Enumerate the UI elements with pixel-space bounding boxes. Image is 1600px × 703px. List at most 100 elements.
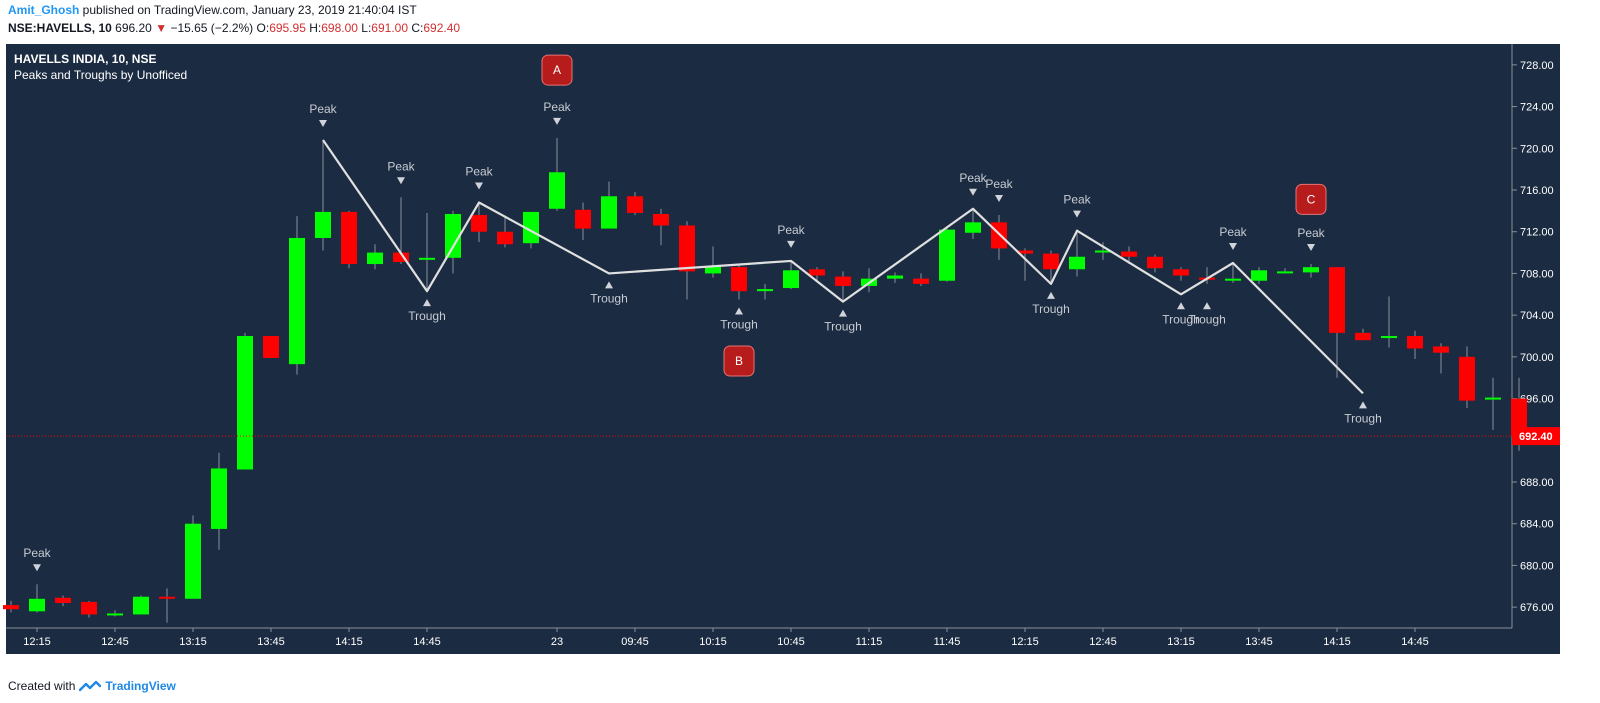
- price-tick-label: 716.00: [1520, 185, 1554, 197]
- candle-down: [159, 596, 175, 599]
- time-axis: 12:15 12:45 13:15 13:45 14:15 14:45 23 09:45 10:…: [23, 628, 1429, 648]
- tradingview-link[interactable]: TradingView: [105, 679, 176, 693]
- footer: Created with TradingView: [8, 679, 176, 693]
- time-tick-label: 14:15: [335, 636, 363, 648]
- price-tick-label: 676.00: [1520, 602, 1554, 614]
- candle-down: [263, 336, 279, 358]
- price-tick-label: 728.00: [1520, 60, 1554, 72]
- candle-down: [1355, 332, 1371, 341]
- time-tick-label: 12:15: [23, 636, 51, 648]
- trough-marker-icon: [1177, 302, 1185, 310]
- time-tick-label: 13:15: [1167, 636, 1195, 648]
- candle-down: [497, 231, 513, 245]
- last-price: 696.20: [115, 21, 152, 35]
- candle-up: [367, 252, 383, 265]
- candle-up: [523, 211, 539, 244]
- peak-label: Peak: [465, 165, 493, 179]
- symbol: NSE:HAVELLS, 10: [8, 21, 112, 35]
- high-value: 698.00: [321, 21, 358, 35]
- trough-label: Trough: [1344, 411, 1382, 425]
- candle-down: [3, 605, 19, 610]
- time-tick-label: 12:15: [1011, 636, 1039, 648]
- candle-up: [783, 270, 799, 289]
- candle-up: [1381, 336, 1397, 339]
- low-value: 691.00: [371, 21, 408, 35]
- time-tick-label: 09:45: [621, 636, 649, 648]
- last-price-line: 692.40: [6, 427, 1560, 446]
- trough-marker-icon: [1047, 291, 1055, 299]
- zigzag-line: [322, 139, 1364, 395]
- change: −15.65 (−2.2%): [170, 21, 254, 35]
- peak-marker-icon: [397, 177, 405, 185]
- chart-title: HAVELLS INDIA, 10, NSE: [14, 52, 156, 66]
- candle-down: [1147, 256, 1163, 269]
- candle-up: [237, 336, 253, 470]
- close-value: 692.40: [423, 21, 461, 35]
- peak-marker-icon: [969, 188, 977, 196]
- trough-label: Trough: [1032, 302, 1070, 316]
- time-tick-label: 12:45: [1089, 636, 1117, 648]
- time-tick-label: 10:15: [699, 636, 727, 648]
- price-tick-label: 688.00: [1520, 477, 1554, 489]
- candle-down: [1511, 398, 1527, 437]
- time-tick-label: 10:45: [777, 636, 805, 648]
- author-link[interactable]: Amit_Ghosh: [8, 3, 80, 17]
- peak-label: Peak: [985, 177, 1013, 191]
- peak-label: Peak: [1219, 225, 1247, 239]
- peak-marker-icon: [1307, 244, 1315, 252]
- badge-label: A: [553, 63, 561, 77]
- plot-background: [6, 44, 1512, 628]
- trough-marker-icon: [735, 307, 743, 315]
- candle-up: [211, 468, 227, 529]
- peak-label: Peak: [23, 546, 51, 560]
- peak-label: Peak: [959, 171, 987, 185]
- candle-down: [341, 211, 357, 265]
- price-tick-label: 700.00: [1520, 352, 1554, 364]
- peak-label: Peak: [387, 159, 415, 173]
- candle-down: [1329, 267, 1345, 333]
- candles: [3, 137, 1527, 623]
- trough-marker-icon: [1359, 401, 1367, 409]
- candle-up: [601, 196, 617, 229]
- peak-marker-icon: [1073, 210, 1081, 218]
- candle-down: [575, 209, 591, 229]
- candle-down: [1043, 253, 1059, 270]
- candle-up: [1225, 278, 1241, 281]
- time-tick-label: 11:45: [934, 636, 961, 648]
- last-price-tag: [1512, 427, 1560, 446]
- candle-down: [653, 213, 669, 226]
- trough-marker-icon: [605, 281, 613, 289]
- down-arrow-icon: ▼: [155, 21, 168, 35]
- candle-up: [757, 289, 773, 292]
- candle-up: [315, 211, 331, 238]
- price-axis-background: [1512, 44, 1560, 628]
- candle-down: [679, 225, 695, 272]
- peak-marker-icon: [995, 195, 1003, 203]
- zigzag-polyline: [322, 139, 1364, 395]
- candle-up: [107, 613, 123, 616]
- time-tick-label: 23: [551, 636, 563, 648]
- candle-up: [1485, 397, 1501, 400]
- candle-down: [1017, 250, 1033, 254]
- badge-a: [541, 54, 573, 86]
- trough-marker-icon: [839, 309, 847, 317]
- candle-down: [627, 196, 643, 213]
- trough-label: Trough: [1188, 312, 1226, 326]
- time-tick-label: 13:45: [1245, 636, 1273, 648]
- peak-label: Peak: [777, 223, 805, 237]
- time-tick-label: 14:45: [1401, 636, 1429, 648]
- peak-label: Peak: [1297, 226, 1325, 240]
- candle-up: [133, 596, 149, 615]
- trough-marker-icon: [1203, 302, 1211, 310]
- time-tick-label: 13:15: [179, 636, 207, 648]
- trough-label: Trough: [590, 291, 628, 305]
- time-tick-label: 11:15: [856, 636, 883, 648]
- candle-up: [1303, 267, 1319, 273]
- candle-up: [939, 229, 955, 281]
- price-tick-label: 696.00: [1520, 394, 1554, 406]
- candle-down: [55, 597, 71, 603]
- candle-up: [887, 275, 903, 279]
- candle-down: [835, 276, 851, 286]
